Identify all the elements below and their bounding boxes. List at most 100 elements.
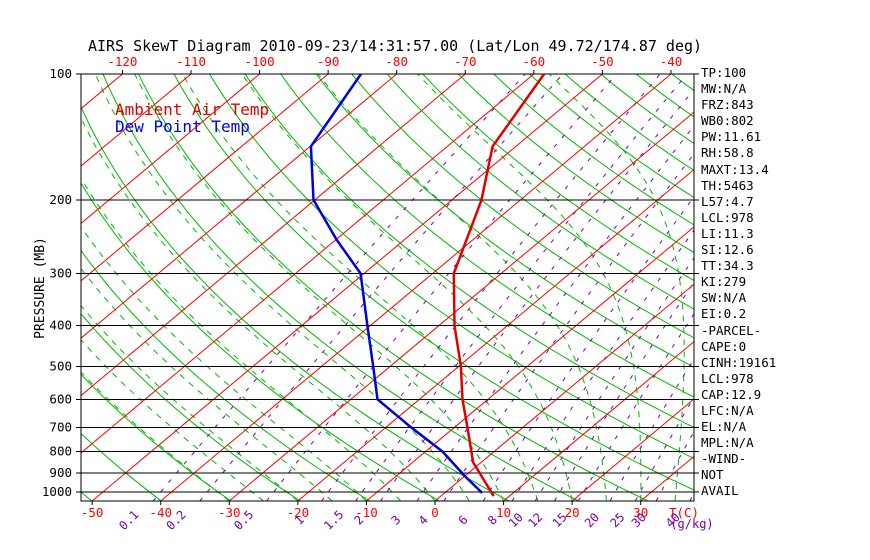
dew-point-curve: [309, 74, 484, 494]
pressure-tick-label: 700: [49, 419, 72, 434]
pressure-tick-label: 400: [49, 318, 72, 333]
moist-adiabat-line: [81, 177, 402, 501]
dry-adiabat-line: [529, 74, 694, 199]
stat-line: EL:N/A: [701, 419, 747, 435]
mixing-ratio-line: [534, 257, 694, 501]
isotherm-line: [81, 74, 466, 397]
isotherm-line: [81, 74, 329, 282]
dry-adiabat-line: [493, 74, 694, 226]
stat-line: TT:34.3: [701, 258, 754, 274]
dry-adiabat-line: [458, 74, 694, 254]
stat-line: LI:11.3: [701, 225, 754, 241]
top-temp-tick-label: -70: [454, 54, 477, 69]
moist-adiabat-line: [134, 74, 505, 501]
dry-adiabat-line: [81, 105, 510, 501]
top-temp-tick-label: -110: [176, 54, 206, 69]
moist-adiabat-line: [81, 371, 230, 501]
mixing-ratio-line: [511, 229, 694, 501]
dry-adiabat-line: [173, 74, 694, 491]
dry-adiabat-line: [422, 74, 694, 282]
mixing-ratio-tick-label: 0.1: [116, 508, 141, 533]
pressure-tick-label: 600: [49, 391, 72, 406]
pressure-tick-label: 1000: [42, 484, 72, 499]
stat-line: SI:12.6: [701, 242, 754, 258]
isotherm-line: [81, 74, 260, 225]
pressure-axis-label: PRESSURE (MB): [33, 237, 48, 339]
mixing-ratio-tick-label: 20: [582, 510, 602, 530]
isotherm-line: [503, 340, 694, 501]
dry-adiabat-line: [280, 74, 694, 398]
top-temp-tick-label: -90: [317, 54, 340, 69]
stat-line: CINH:19161: [701, 354, 777, 370]
isotherm-line: [81, 74, 535, 454]
mixing-ratio-line: [553, 281, 694, 501]
page-title: AIRS SkewT Diagram 2010-09-23/14:31:57.0…: [87, 37, 703, 55]
stat-line: PW:11.61: [701, 129, 762, 145]
mixing-ratio-unit-label: (g/kg): [670, 517, 713, 531]
dry-adiabat-line: [81, 182, 440, 501]
bottom-temp-tick-label: -40: [149, 505, 172, 520]
moist-adiabat-line: [81, 116, 436, 501]
isotherm-line: [81, 74, 123, 110]
bottom-temp-tick-label: 20: [565, 505, 580, 520]
stats-panel: TP:100 MW:N/A FRZ:843 WB0:802 PW:11.61 RH:58.…: [701, 65, 776, 500]
dry-adiabat-line: [209, 74, 694, 460]
legend-ambient-label: Ambient Air Temp: [115, 100, 270, 119]
mixing-ratio-line: [482, 195, 694, 501]
mixing-ratio-line: [355, 74, 688, 501]
stat-line: LCL:978: [701, 209, 754, 225]
isotherm-line: [81, 74, 192, 167]
isotherm-line: [571, 398, 694, 501]
dry-adiabat-line: [102, 74, 579, 501]
isotherm-line: [228, 111, 694, 501]
isotherm-line: [366, 226, 694, 501]
mixing-ratio-line: [199, 74, 564, 501]
bottom-temp-tick-label: 10: [496, 505, 511, 520]
pressure-tick-label: 100: [49, 66, 72, 81]
stat-line: SW:N/A: [701, 290, 747, 306]
stat-line: L57:4.7: [701, 193, 754, 209]
top-temp-tick-label: -40: [660, 54, 683, 69]
top-temp-tick-label: -50: [591, 54, 614, 69]
bottom-temp-tick-label: 30: [633, 505, 648, 520]
isotherm-line: [91, 74, 603, 501]
moist-adiabat-line: [417, 74, 642, 501]
mixing-ratio-line: [380, 88, 694, 501]
isotherm-line: [160, 74, 672, 501]
stat-line: MW:N/A: [701, 81, 747, 97]
mixing-ratio-tick-label: 25: [607, 510, 627, 530]
isotherm-line: [434, 283, 694, 501]
stat-line: LCL:978: [701, 370, 754, 386]
stat-line: MPL:N/A: [701, 435, 754, 451]
stat-line: CAPE:0: [701, 338, 747, 354]
stat-line: WB0:802: [701, 113, 754, 129]
pressure-tick-label: 500: [49, 358, 72, 373]
top-temp-tick-label: -100: [245, 54, 275, 69]
mixing-ratio-line: [443, 153, 694, 501]
mixing-ratio-line: [266, 74, 617, 501]
mixing-ratio-line: [321, 74, 661, 501]
legend-dewpoint-label: Dew Point Temp: [115, 117, 250, 136]
stat-line: TP:100: [701, 65, 747, 80]
dry-adiabat-line: [81, 313, 301, 501]
dry-adiabat-line: [351, 74, 694, 339]
mixing-ratio-tick-label: 12: [525, 510, 545, 530]
pressure-tick-label: 300: [49, 266, 72, 281]
stat-line: MAXT:13.4: [701, 161, 769, 177]
moist-adiabat-line: [95, 74, 470, 501]
moist-adiabat-line: [81, 267, 333, 501]
plot-border: [80, 73, 695, 502]
legend: Ambient Air Temp Dew Point Temp: [115, 101, 269, 135]
pressure-tick-label: 900: [49, 465, 72, 480]
mixing-ratio-tick-label: 4: [416, 513, 431, 528]
ambient-temp-curve: [452, 74, 546, 497]
moist-adiabat-line: [81, 225, 367, 501]
mixing-ratio-line: [152, 74, 526, 501]
dry-adiabat-line: [564, 74, 694, 172]
top-temp-tick-label: -80: [385, 54, 408, 69]
bottom-temp-tick-label: -50: [81, 505, 104, 520]
dry-adiabat-line: [315, 74, 694, 368]
isotherm-line: [81, 74, 398, 339]
mixing-ratio-tick-label: 6: [456, 513, 471, 528]
bottom-temp-tick-label: -20: [287, 505, 310, 520]
